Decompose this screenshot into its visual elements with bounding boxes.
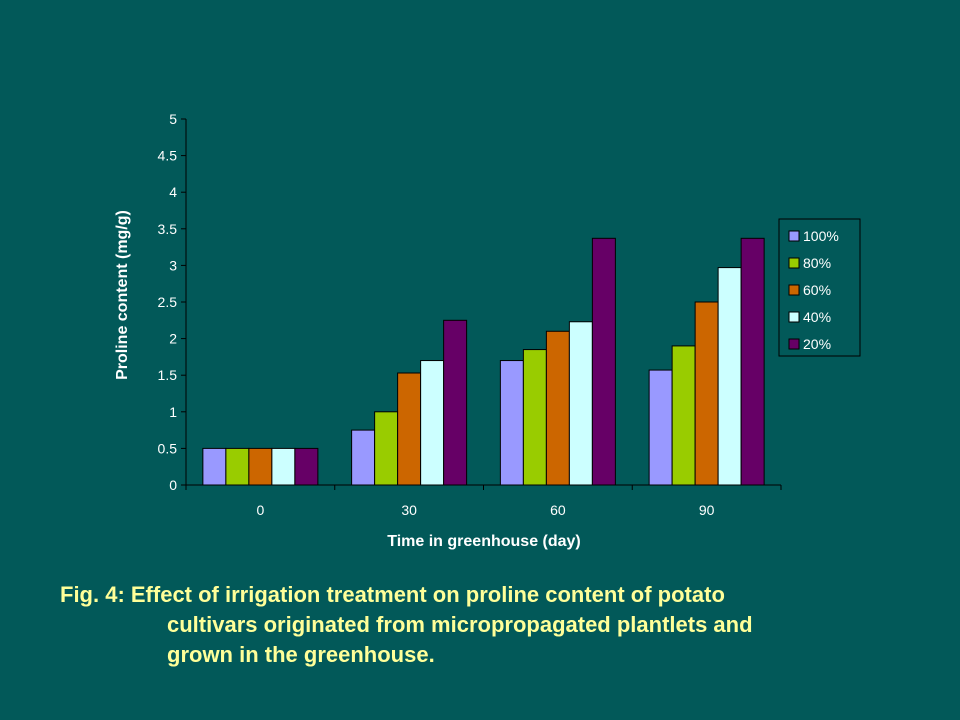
bar-20pct-day-0	[294, 447, 319, 486]
y-tick-label: 0.5	[158, 440, 178, 456]
y-tick-label: 0	[169, 477, 177, 493]
bar-20pct-day-30	[443, 319, 468, 486]
bar-60pct-day-0	[248, 447, 273, 486]
legend: 100% 80% 60% 40% 20%	[778, 218, 861, 357]
y-tick-label: 3.5	[158, 221, 178, 237]
bar-60pct-day-60	[545, 330, 570, 486]
legend-label: 40%	[803, 309, 831, 325]
y-axis: 0 0.5 1 1.5 2 2.5 3 3.5 4 4.5 5	[158, 111, 187, 493]
bar-80pct-day-30	[374, 411, 399, 486]
legend-swatch	[788, 257, 800, 269]
legend-label: 100%	[803, 228, 839, 244]
bar-100pct-day-30	[351, 429, 376, 486]
legend-label: 60%	[803, 282, 831, 298]
x-tick-label: 0	[256, 502, 264, 518]
x-axis: 0 30 60 90	[185, 484, 782, 518]
legend-box	[778, 218, 861, 357]
legend-swatch	[788, 338, 800, 350]
y-tick-label: 4	[169, 184, 177, 200]
y-tick-label: 4.5	[158, 148, 178, 164]
x-axis-title: Time in greenhouse (day)	[387, 533, 581, 550]
x-tick-label: 90	[699, 502, 715, 518]
caption-line-2: cultivars originated from micropropagate…	[167, 612, 753, 637]
figure-caption: Fig. 4: Effect of irrigation treatment o…	[60, 580, 920, 670]
bars	[202, 237, 765, 486]
legend-swatch	[788, 311, 800, 323]
y-tick-label: 3	[169, 257, 177, 273]
bar-40pct-day-60	[568, 321, 593, 486]
y-tick-label: 2.5	[158, 294, 178, 310]
bar-20pct-day-90	[740, 237, 765, 486]
bar-60pct-day-30	[397, 372, 422, 486]
bar-80pct-day-90	[671, 345, 696, 486]
bar-100pct-day-90	[648, 369, 673, 486]
x-tick-label: 60	[550, 502, 566, 518]
bar-100pct-day-0	[202, 447, 227, 486]
caption-line-1: Fig. 4: Effect of irrigation treatment o…	[60, 582, 725, 607]
legend-swatch	[788, 230, 800, 242]
legend-swatch	[788, 284, 800, 296]
bar-80pct-day-0	[225, 447, 250, 486]
bar-40pct-day-90	[717, 267, 742, 486]
bar-40pct-day-0	[271, 447, 296, 486]
caption-line-3: grown in the greenhouse.	[167, 642, 435, 667]
bar-60pct-day-90	[694, 301, 719, 486]
y-tick-label: 5	[169, 111, 177, 127]
y-axis-title: Proline content (mg/g)	[114, 210, 131, 380]
bar-100pct-day-60	[499, 360, 524, 486]
y-tick-label: 1	[169, 404, 177, 420]
x-tick-label: 30	[401, 502, 417, 518]
y-tick-label: 1.5	[158, 367, 178, 383]
legend-label: 80%	[803, 255, 831, 271]
bar-80pct-day-60	[522, 349, 547, 486]
y-tick-label: 2	[169, 331, 177, 347]
bar-20pct-day-60	[591, 237, 616, 486]
legend-label: 20%	[803, 336, 831, 352]
bar-40pct-day-30	[420, 360, 445, 486]
